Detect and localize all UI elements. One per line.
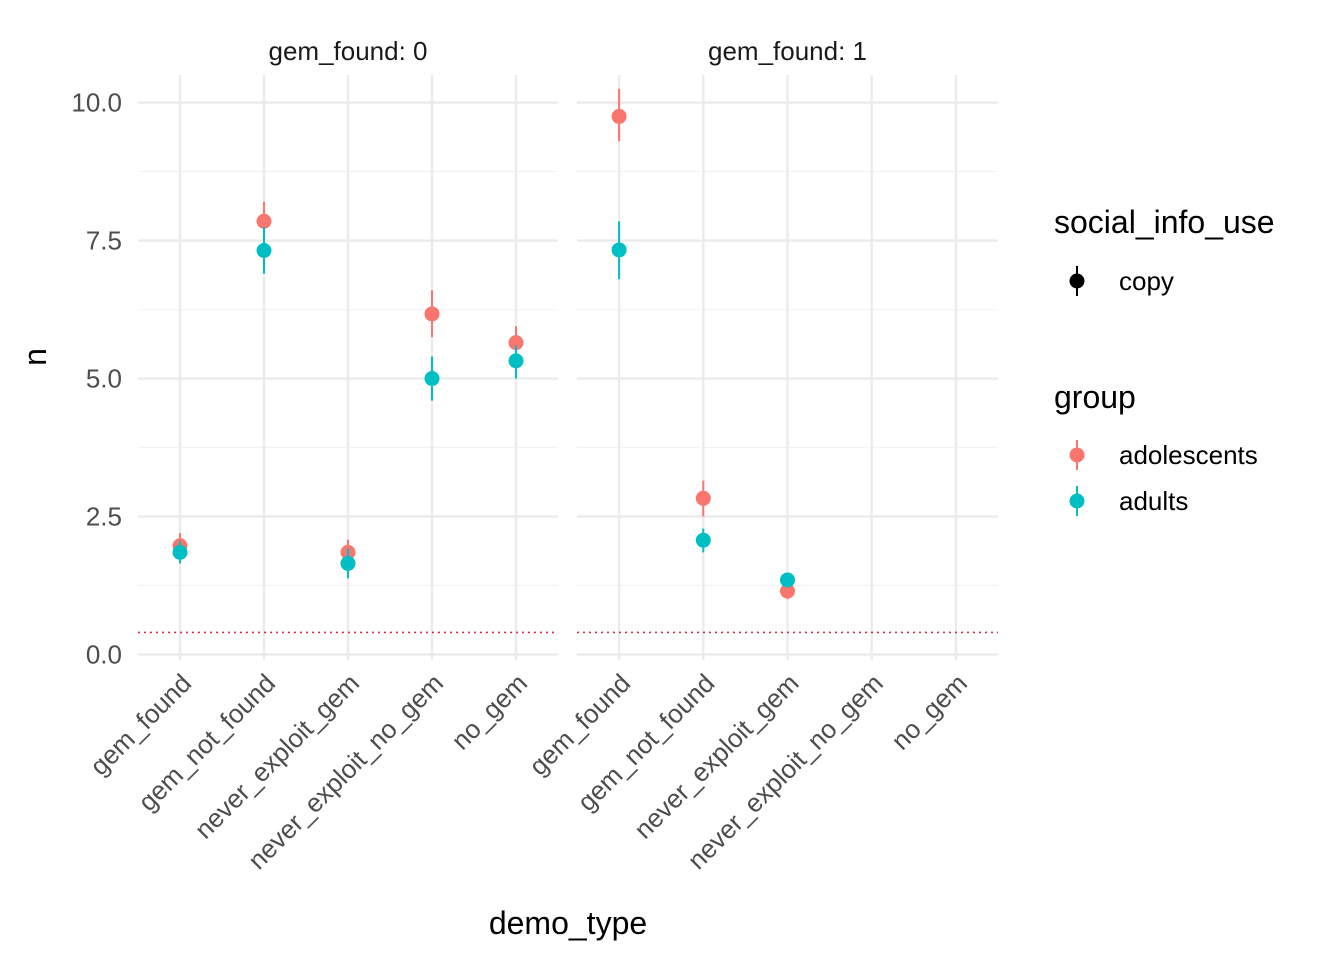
point-adults [424,371,440,387]
legend-title-social-info-use: social_info_use [1054,204,1275,240]
y-tick-label: 2.5 [86,502,122,532]
legend-key-point [1069,273,1085,289]
point-adults [611,242,627,258]
x-axis-title: demo_type [489,905,647,941]
x-tick-label: no_gem [445,668,533,756]
point-adults [172,544,188,560]
x-tick-label: no_gem [885,668,973,756]
legend-key-point-adolescents [1069,447,1085,463]
facet-panel-1: gem_found: 1gem_foundgem_not_foundnever_… [523,36,998,875]
legend-title-group: group [1054,379,1136,415]
legend-key-point-adults [1069,493,1085,509]
point-adolescents [508,335,524,351]
y-tick-label: 10.0 [71,88,122,118]
point-adolescents [695,490,711,506]
y-axis: 0.0 2.5 5.0 7.5 10.0 [71,88,122,670]
facet-strip-label: gem_found: 1 [708,36,867,66]
point-adolescents [256,213,272,229]
point-adolescents [611,108,627,124]
facet-strip-label: gem_found: 0 [268,36,427,66]
legend-label: copy [1119,266,1174,296]
point-adolescents [780,583,795,599]
point-adults [695,532,711,548]
point-adults [256,243,272,258]
point-adults [340,555,356,571]
facet-panels: gem_found: 0gem_foundgem_not_foundnever_… [84,36,998,875]
point-adults [508,353,524,369]
legend-label-adolescents: adolescents [1119,440,1258,470]
point-adolescents [424,306,440,322]
facet-panel-0: gem_found: 0gem_foundgem_not_foundnever_… [84,36,558,875]
y-tick-label: 7.5 [86,226,122,256]
y-tick-label: 0.0 [86,640,122,670]
y-tick-label: 5.0 [86,364,122,394]
y-axis-title: n [17,348,53,366]
legend-label-adults: adults [1119,486,1188,516]
point-adults [780,572,795,588]
